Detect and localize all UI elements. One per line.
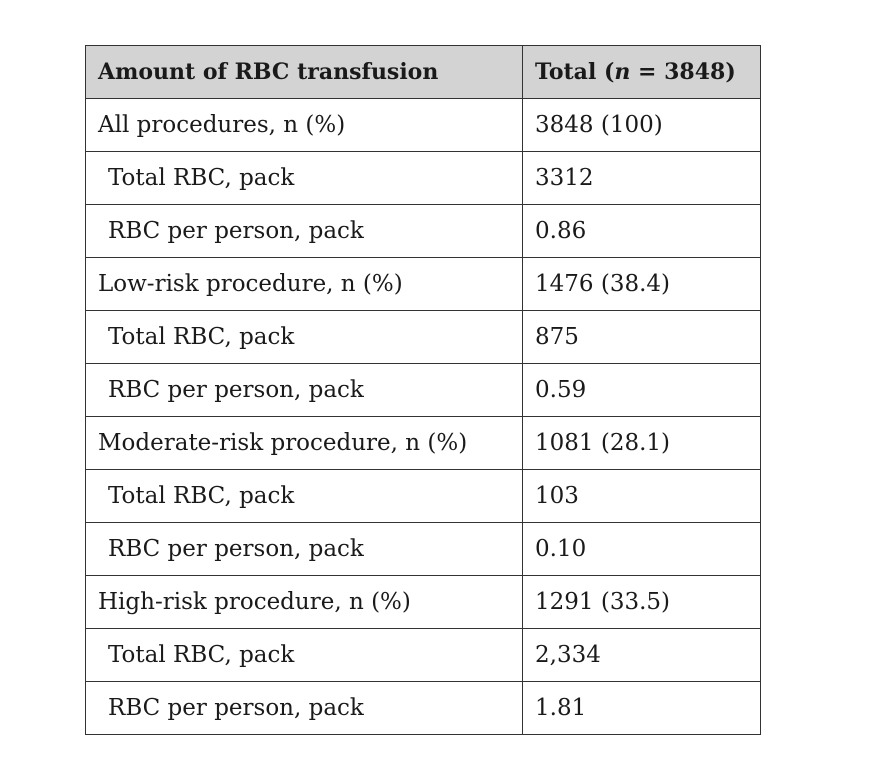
row-label: Moderate-risk procedure, n (%) [85, 416, 523, 470]
row-label: RBC per person, pack [85, 522, 523, 576]
table-row: Total RBC, pack 3312 [85, 151, 761, 205]
table-row: RBC per person, pack 1.81 [85, 681, 761, 735]
table-row: RBC per person, pack 0.59 [85, 363, 761, 417]
row-value: 0.59 [522, 363, 761, 417]
row-value: 103 [522, 469, 761, 523]
header-total-prefix: Total ( [535, 59, 615, 85]
row-value: 3848 (100) [522, 98, 761, 152]
row-label: All procedures, n (%) [85, 98, 523, 152]
row-value: 0.86 [522, 204, 761, 258]
row-value: 1.81 [522, 681, 761, 735]
row-label: Total RBC, pack [85, 310, 523, 364]
row-label: Total RBC, pack [85, 628, 523, 682]
row-label: RBC per person, pack [85, 363, 523, 417]
table-header-row: Amount of RBC transfusion Total (n = 384… [85, 45, 761, 99]
table-row: All procedures, n (%) 3848 (100) [85, 98, 761, 152]
rbc-transfusion-table-container: Amount of RBC transfusion Total (n = 384… [85, 45, 761, 735]
row-value: 2,334 [522, 628, 761, 682]
row-label: Total RBC, pack [85, 469, 523, 523]
row-label: RBC per person, pack [85, 204, 523, 258]
row-value: 875 [522, 310, 761, 364]
table-body: All procedures, n (%) 3848 (100) Total RBC… [85, 98, 761, 735]
header-total-suffix: = 3848) [630, 59, 736, 85]
table-row: Total RBC, pack 2,334 [85, 628, 761, 682]
table-row: High-risk procedure, n (%) 1291 (33.5) [85, 575, 761, 629]
table-row: Total RBC, pack 875 [85, 310, 761, 364]
row-value: 3312 [522, 151, 761, 205]
rbc-transfusion-table: Amount of RBC transfusion Total (n = 384… [85, 45, 761, 735]
row-label: Total RBC, pack [85, 151, 523, 205]
table-row: Low-risk procedure, n (%) 1476 (38.4) [85, 257, 761, 311]
row-value: 0.10 [522, 522, 761, 576]
table-row: Total RBC, pack 103 [85, 469, 761, 523]
table-row: Moderate-risk procedure, n (%) 1081 (28.1… [85, 416, 761, 470]
header-total-variable: n [614, 59, 631, 85]
row-value: 1081 (28.1) [522, 416, 761, 470]
table-row: RBC per person, pack 0.10 [85, 522, 761, 576]
header-amount-of-rbc: Amount of RBC transfusion [85, 45, 523, 99]
row-value: 1476 (38.4) [522, 257, 761, 311]
table-row: RBC per person, pack 0.86 [85, 204, 761, 258]
row-label: RBC per person, pack [85, 681, 523, 735]
header-total: Total (n = 3848) [522, 45, 761, 99]
row-label: Low-risk procedure, n (%) [85, 257, 523, 311]
row-value: 1291 (33.5) [522, 575, 761, 629]
row-label: High-risk procedure, n (%) [85, 575, 523, 629]
